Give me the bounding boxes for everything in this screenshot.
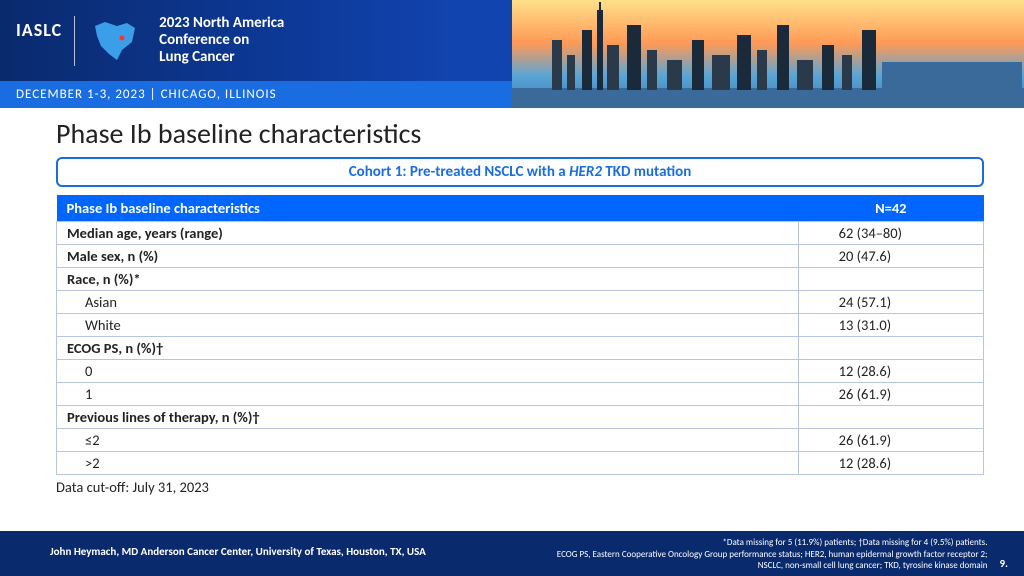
row-label: White	[57, 314, 799, 337]
row-value: 26 (61.9)	[798, 429, 983, 452]
na-map-icon	[87, 18, 147, 64]
table-row: Asian24 (57.1)	[57, 291, 984, 314]
row-value: 26 (61.9)	[798, 383, 983, 406]
row-label: ≤2	[57, 429, 799, 452]
table-row: >212 (28.6)	[57, 452, 984, 475]
conference-banner: IASLC 2023 North America Conference on L…	[0, 0, 1024, 108]
table-row: Median age, years (range)62 (34–80)	[57, 222, 984, 245]
characteristics-table: Phase Ib baseline characteristics N=42 M…	[56, 195, 984, 475]
cohort-post: TKD mutation	[602, 163, 691, 181]
banner-top-row: IASLC 2023 North America Conference on L…	[0, 0, 512, 81]
row-value	[798, 406, 983, 429]
row-value: 12 (28.6)	[798, 360, 983, 383]
banner-divider	[74, 16, 75, 66]
footer-notes: *Data missing for 5 (11.9%) patients; †D…	[557, 537, 988, 572]
row-label: >2	[57, 452, 799, 475]
cohort-label: Cohort 1: Pre-treated NSCLC with a HER2 …	[56, 157, 984, 187]
page-number: 9.	[999, 557, 1008, 572]
table-row: Race, n (%)*	[57, 268, 984, 291]
row-label: Race, n (%)*	[57, 268, 799, 291]
row-label: Male sex, n (%)	[57, 245, 799, 268]
banner-left-block: IASLC 2023 North America Conference on L…	[0, 0, 512, 108]
conf-line3: Lung Cancer	[159, 49, 284, 66]
skyline-image	[512, 0, 1024, 108]
row-label: 0	[57, 360, 799, 383]
date-location-bar: DECEMBER 1-3, 2023 | CHICAGO, ILLINOIS	[0, 81, 512, 108]
row-label: ECOG PS, n (%)†	[57, 337, 799, 360]
footnote-3: NSCLC, non-small cell lung cancer; TKD, …	[557, 560, 988, 572]
footnote-2: ECOG PS, Eastern Cooperative Oncology Gr…	[557, 549, 988, 561]
iaslc-logo: IASLC	[16, 19, 62, 63]
row-value: 12 (28.6)	[798, 452, 983, 475]
slide-footer: John Heymach, MD Anderson Cancer Center,…	[0, 531, 1024, 576]
table-row: Male sex, n (%)20 (47.6)	[57, 245, 984, 268]
table-row: White13 (31.0)	[57, 314, 984, 337]
slide-content: Phase Ib baseline characteristics Cohort…	[0, 108, 1024, 531]
row-value: 20 (47.6)	[798, 245, 983, 268]
row-label: Median age, years (range)	[57, 222, 799, 245]
table-row: 126 (61.9)	[57, 383, 984, 406]
footer-author: John Heymach, MD Anderson Cancer Center,…	[50, 537, 426, 558]
conf-line1: 2023 North America	[159, 15, 284, 32]
page-title: Phase Ib baseline characteristics	[56, 116, 984, 151]
row-label: Previous lines of therapy, n (%)†	[57, 406, 799, 429]
row-value: 62 (34–80)	[798, 222, 983, 245]
row-value: 13 (31.0)	[798, 314, 983, 337]
conference-title: 2023 North America Conference on Lung Ca…	[159, 15, 284, 67]
row-value	[798, 337, 983, 360]
org-name: IASLC	[16, 19, 62, 41]
row-label: Asian	[57, 291, 799, 314]
table-row: Previous lines of therapy, n (%)†	[57, 406, 984, 429]
table-row: ECOG PS, n (%)†	[57, 337, 984, 360]
footnote-1: *Data missing for 5 (11.9%) patients; †D…	[557, 537, 988, 549]
cohort-gene: HER2	[569, 163, 602, 181]
table-row: ≤226 (61.9)	[57, 429, 984, 452]
table-row: 012 (28.6)	[57, 360, 984, 383]
data-cutoff: Data cut-off: July 31, 2023	[56, 478, 984, 496]
row-value	[798, 268, 983, 291]
conf-line2: Conference on	[159, 32, 284, 49]
table-header-left: Phase Ib baseline characteristics	[57, 195, 799, 222]
row-label: 1	[57, 383, 799, 406]
row-value: 24 (57.1)	[798, 291, 983, 314]
cohort-pre: Cohort 1: Pre-treated NSCLC with a	[349, 163, 569, 181]
table-header-right: N=42	[798, 195, 983, 222]
